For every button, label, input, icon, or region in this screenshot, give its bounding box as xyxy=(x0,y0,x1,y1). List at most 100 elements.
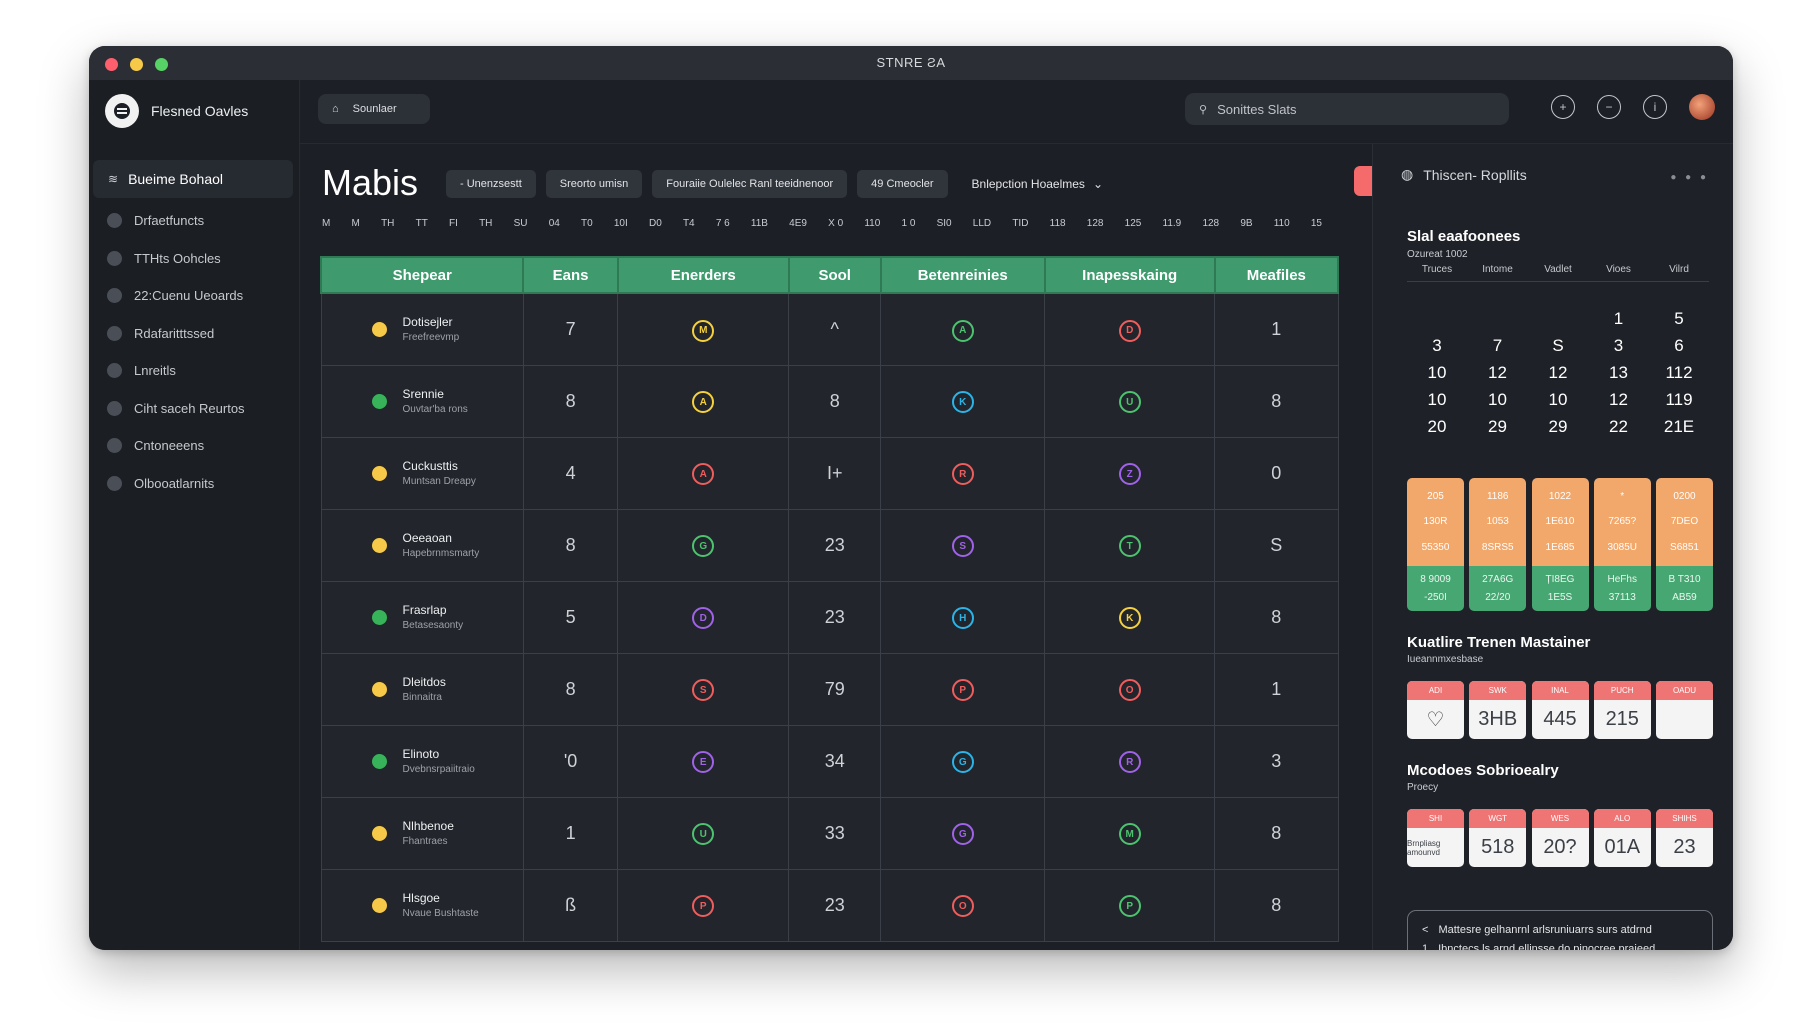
calendar-cell[interactable]: 119 xyxy=(1665,390,1693,409)
status-ring-icon[interactable]: H xyxy=(951,607,974,630)
day-label[interactable]: T0 xyxy=(581,218,593,229)
table-row[interactable]: Oeeaoan Hapebrnmsmarty 8 G 23 S T S xyxy=(320,508,1339,582)
calendar-cell[interactable]: 1 xyxy=(1613,309,1624,328)
calendar-cell[interactable]: 10 xyxy=(1548,390,1568,409)
brand[interactable]: Flesned Oavles xyxy=(105,94,248,128)
status-ring-icon[interactable]: K xyxy=(1118,607,1141,630)
day-label[interactable]: 10I xyxy=(613,218,628,229)
metric-tile[interactable]: ALO 01A xyxy=(1593,809,1651,867)
table-row[interactable]: Nlhbenoe Fhantraes 1 U 33 G M 8 xyxy=(320,796,1339,870)
filter-chip-3[interactable]: Fouraiie Oulelec Ranl teeidnenoor xyxy=(652,170,848,198)
stat-card[interactable]: 1022 1E610 1E685 ȚI8EG 1E5S xyxy=(1531,478,1589,611)
day-label[interactable]: D0 xyxy=(648,218,662,229)
day-label[interactable]: FI xyxy=(449,218,458,229)
status-ring-icon[interactable]: A xyxy=(692,463,715,486)
calendar-cell[interactable]: 10 xyxy=(1427,363,1447,382)
sidebar-item[interactable]: Rdafaritttssed xyxy=(89,315,299,353)
status-ring-icon[interactable]: D xyxy=(692,607,715,630)
minus-circle-icon[interactable]: − xyxy=(1597,95,1621,119)
status-ring-icon[interactable]: S xyxy=(951,535,974,558)
calendar-cell[interactable]: 29 xyxy=(1488,417,1507,436)
table-row[interactable]: Dleitdos Binnaitra 8 S 79 P O 1 xyxy=(320,652,1339,726)
status-ring-icon[interactable]: P xyxy=(692,895,715,918)
more-options-icon[interactable]: ● ● ● xyxy=(1670,172,1709,183)
status-ring-icon[interactable]: O xyxy=(1118,679,1141,702)
metric-tile[interactable]: SHIHS 23 xyxy=(1656,809,1713,867)
calendar-cell[interactable]: S xyxy=(1552,336,1564,355)
status-ring-icon[interactable]: K xyxy=(951,391,974,414)
minimize-window-button[interactable] xyxy=(130,58,143,71)
day-label[interactable]: 11.9 xyxy=(1162,218,1182,229)
column-header[interactable]: Enerders xyxy=(616,256,790,294)
column-header[interactable]: Meafiles xyxy=(1213,256,1340,294)
avatar[interactable] xyxy=(1689,94,1715,120)
stat-card[interactable]: * 7265? 3085U HeFhs 37113 xyxy=(1593,478,1651,611)
table-row[interactable]: Frasrlap Betasesaonty 5 D 23 H K 8 xyxy=(320,580,1339,654)
metric-tile[interactable]: OADU xyxy=(1656,681,1713,739)
maximize-window-button[interactable] xyxy=(155,58,168,71)
status-ring-icon[interactable]: U xyxy=(692,823,715,846)
status-ring-icon[interactable]: M xyxy=(692,319,715,342)
calendar-cell[interactable] xyxy=(1528,309,1588,336)
day-label[interactable]: TH xyxy=(479,218,493,229)
sidebar-item[interactable]: TTHts Oohcles xyxy=(89,240,299,278)
calendar-cell[interactable]: 13 xyxy=(1609,363,1628,382)
day-label[interactable]: 04 xyxy=(548,218,560,229)
calendar-cell[interactable]: 112 xyxy=(1665,363,1693,382)
day-label[interactable]: 15 xyxy=(1310,218,1322,229)
status-ring-icon[interactable]: O xyxy=(951,895,974,918)
sidebar-item[interactable]: Lnreitls xyxy=(89,352,299,390)
stat-card[interactable]: 205 130R 55350 8 9009 -250I xyxy=(1407,478,1464,611)
day-label[interactable]: TH xyxy=(381,218,395,229)
sidebar-item[interactable]: Ciht saceh Reurtos xyxy=(89,390,299,428)
day-label[interactable]: 128 xyxy=(1086,218,1104,229)
status-ring-icon[interactable]: A xyxy=(951,319,974,342)
calendar-cell[interactable] xyxy=(1468,309,1528,336)
day-label[interactable]: M xyxy=(351,218,360,229)
status-ring-icon[interactable]: R xyxy=(1118,751,1141,774)
column-header[interactable]: Sool xyxy=(787,256,882,294)
calendar-cell[interactable]: 22 xyxy=(1609,417,1628,436)
status-ring-icon[interactable]: A xyxy=(692,391,715,414)
column-header[interactable]: Eans xyxy=(522,256,619,294)
column-header[interactable]: Shepear xyxy=(319,256,525,294)
day-label[interactable]: TT xyxy=(415,218,428,229)
table-row[interactable]: Dotisejler Freefreevmp 7 M ^ A D 1 xyxy=(320,292,1339,366)
calendar-cell[interactable]: 3 xyxy=(1432,336,1442,355)
metric-tile[interactable]: WES 20? xyxy=(1531,809,1589,867)
table-row[interactable]: Cuckusttis Muntsan Dreapy 4 A I+ R Z 0 xyxy=(320,436,1339,510)
calendar-cell[interactable]: 21E xyxy=(1663,417,1695,436)
calendar-cell[interactable] xyxy=(1407,309,1467,336)
column-header[interactable]: Inapesskaing xyxy=(1043,256,1216,294)
day-label[interactable]: 110 xyxy=(864,218,881,229)
status-ring-icon[interactable]: G xyxy=(692,535,715,558)
day-label[interactable]: 9B xyxy=(1240,218,1253,229)
note-line[interactable]: < Mattesre gelhanrnl arlsruniuarrs surs a… xyxy=(1422,920,1698,939)
sidebar-item[interactable]: Drfaetfuncts xyxy=(89,202,299,240)
calendar-cell[interactable]: 5 xyxy=(1674,309,1684,328)
day-label[interactable]: SU xyxy=(513,218,528,229)
day-label[interactable]: X 0 xyxy=(828,218,844,229)
sidebar-item[interactable]: Cntoneeens xyxy=(89,427,299,465)
plus-circle-icon[interactable]: + xyxy=(1551,95,1575,119)
status-ring-icon[interactable]: T xyxy=(1118,535,1141,558)
day-label[interactable]: TID xyxy=(1012,218,1029,229)
status-ring-icon[interactable]: G xyxy=(951,823,974,846)
status-ring-icon[interactable]: Z xyxy=(1118,463,1141,486)
workspace-chip-button[interactable]: ⌂ Sounlaer xyxy=(318,94,430,124)
table-row[interactable]: Srennie Ouvtar'ba rons 8 A 8 K U 8 xyxy=(320,364,1339,438)
status-ring-icon[interactable]: E xyxy=(692,751,715,774)
metric-tile[interactable]: INAL 445 xyxy=(1531,681,1589,739)
day-label[interactable]: 110 xyxy=(1273,218,1290,229)
status-ring-icon[interactable]: D xyxy=(1118,319,1141,342)
calendar-cell[interactable]: 7 xyxy=(1492,336,1503,355)
day-label[interactable]: 118 xyxy=(1049,218,1066,229)
day-label[interactable]: T4 xyxy=(682,218,695,229)
day-label[interactable]: 125 xyxy=(1124,218,1142,229)
sidebar-item[interactable]: Olbooatlarnits xyxy=(89,465,299,503)
calendar-cell[interactable]: 12 xyxy=(1548,363,1568,382)
day-label[interactable]: SI0 xyxy=(936,218,952,229)
status-ring-icon[interactable]: G xyxy=(951,751,974,774)
day-label[interactable]: 128 xyxy=(1202,218,1220,229)
sidebar-item-active[interactable]: ≋ Bueime Bohaol xyxy=(93,160,293,198)
